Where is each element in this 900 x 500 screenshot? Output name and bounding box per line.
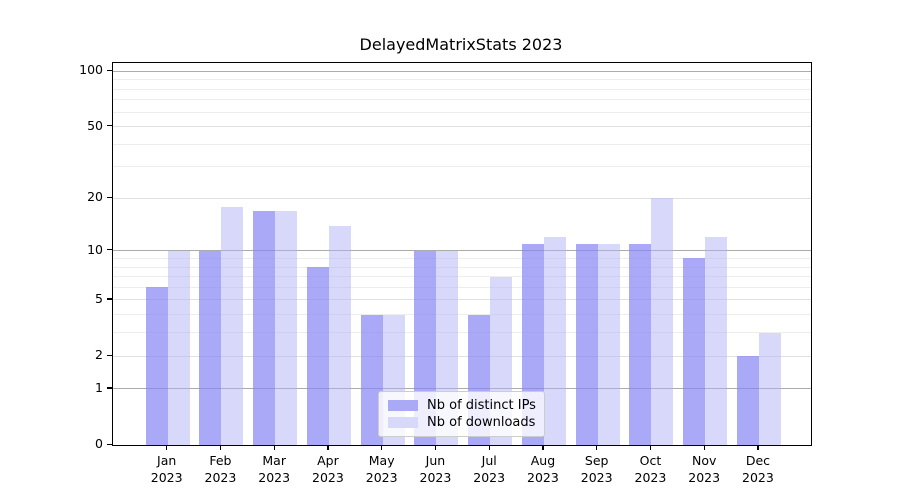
legend: Nb of distinct IPs Nb of downloads bbox=[378, 391, 545, 437]
x-axis-tick bbox=[166, 445, 168, 450]
x-axis-tick bbox=[649, 445, 652, 450]
gridline bbox=[113, 355, 811, 357]
x-axis-tick-label: Feb 2023 bbox=[204, 453, 237, 485]
bar-distinct-ips bbox=[145, 287, 168, 445]
bar-distinct-ips bbox=[575, 243, 598, 445]
bar-downloads bbox=[167, 250, 190, 445]
y-axis-tick-label: 1 bbox=[95, 379, 103, 395]
y-axis-tick bbox=[107, 387, 112, 389]
minor-gridline bbox=[113, 332, 811, 334]
legend-label-downloads: Nb of downloads bbox=[427, 414, 536, 430]
minor-gridline bbox=[113, 266, 811, 268]
y-axis-tick-label: 5 bbox=[95, 290, 103, 306]
bar-downloads bbox=[221, 206, 244, 445]
y-axis-tick-label: 100 bbox=[79, 62, 103, 78]
y-axis-tick bbox=[107, 125, 112, 127]
x-axis-tick-label: Jun 2023 bbox=[419, 453, 452, 485]
legend-swatch-distinct-ips-icon bbox=[388, 400, 418, 411]
bar-distinct-ips bbox=[306, 267, 329, 445]
major-gridline bbox=[113, 388, 811, 390]
minor-gridline bbox=[113, 286, 811, 288]
gridline bbox=[113, 197, 811, 199]
bar-downloads bbox=[275, 210, 298, 445]
gridline bbox=[113, 299, 811, 301]
x-axis-tick-label: May 2023 bbox=[365, 453, 398, 485]
bar-downloads bbox=[651, 198, 674, 445]
x-axis-tick bbox=[542, 445, 544, 450]
y-axis-tick bbox=[107, 298, 112, 300]
major-gridline bbox=[113, 70, 811, 72]
x-axis-tick-label: Nov 2023 bbox=[688, 453, 721, 485]
chart-title: DelayedMatrixStats 2023 bbox=[359, 35, 563, 54]
y-axis-tick bbox=[107, 249, 112, 251]
y-axis-tick bbox=[107, 196, 112, 199]
minor-gridline bbox=[113, 257, 811, 259]
y-axis-tick bbox=[107, 354, 112, 356]
minor-gridline bbox=[113, 88, 811, 90]
bar-distinct-ips bbox=[629, 243, 652, 445]
bar-downloads bbox=[758, 332, 781, 445]
bar-distinct-ips bbox=[683, 258, 706, 445]
y-axis-tick-label: 10 bbox=[87, 241, 103, 257]
x-axis-tick-label: Apr 2023 bbox=[312, 453, 344, 485]
plot-area bbox=[112, 62, 812, 446]
minor-gridline bbox=[113, 111, 811, 113]
x-axis-tick bbox=[757, 445, 759, 450]
y-axis-tick bbox=[107, 69, 112, 71]
bar-downloads bbox=[597, 243, 620, 445]
minor-gridline bbox=[113, 79, 811, 81]
y-axis-tick-label: 0 bbox=[95, 436, 103, 451]
bar-downloads bbox=[543, 237, 566, 445]
legend-item-downloads: Nb of downloads bbox=[388, 414, 535, 431]
gridline bbox=[113, 126, 811, 128]
major-gridline bbox=[113, 250, 811, 252]
x-axis-tick bbox=[434, 445, 437, 450]
x-axis-tick bbox=[703, 445, 705, 450]
x-axis-tick bbox=[327, 445, 329, 450]
bar-distinct-ips bbox=[736, 356, 759, 445]
bar-downloads bbox=[328, 225, 351, 445]
bar-distinct-ips bbox=[253, 210, 276, 445]
bar-downloads bbox=[705, 237, 728, 445]
minor-gridline bbox=[113, 314, 811, 316]
y-axis-tick bbox=[107, 443, 112, 445]
x-axis-tick-label: Jan 2023 bbox=[150, 453, 183, 485]
bar-distinct-ips bbox=[199, 250, 222, 445]
y-axis-tick-label: 50 bbox=[87, 117, 103, 133]
x-axis-tick bbox=[219, 445, 222, 450]
legend-label-distinct-ips: Nb of distinct IPs bbox=[427, 397, 536, 413]
x-axis-tick bbox=[381, 445, 383, 450]
minor-gridline bbox=[113, 276, 811, 278]
x-axis-tick-label: Mar 2023 bbox=[258, 453, 291, 485]
y-axis-tick-label: 20 bbox=[87, 189, 103, 205]
x-axis-tick-label: Aug 2023 bbox=[527, 453, 559, 485]
minor-gridline bbox=[113, 143, 811, 145]
x-axis-tick bbox=[273, 445, 275, 450]
x-axis-tick bbox=[596, 445, 598, 450]
x-axis-tick-label: Sep 2023 bbox=[580, 453, 613, 485]
x-axis-tick-label: Oct 2023 bbox=[634, 453, 667, 485]
x-axis-tick bbox=[488, 445, 490, 450]
x-axis-tick-label: Dec 2023 bbox=[742, 453, 774, 485]
minor-gridline bbox=[113, 166, 811, 168]
x-axis-tick-label: Jul 2023 bbox=[473, 453, 506, 485]
legend-item-distinct-ips: Nb of distinct IPs bbox=[388, 397, 536, 414]
y-axis-tick-label: 2 bbox=[95, 347, 103, 362]
minor-gridline bbox=[113, 99, 811, 101]
bar-distinct-ips bbox=[360, 314, 383, 445]
legend-swatch-downloads-icon bbox=[388, 417, 418, 428]
